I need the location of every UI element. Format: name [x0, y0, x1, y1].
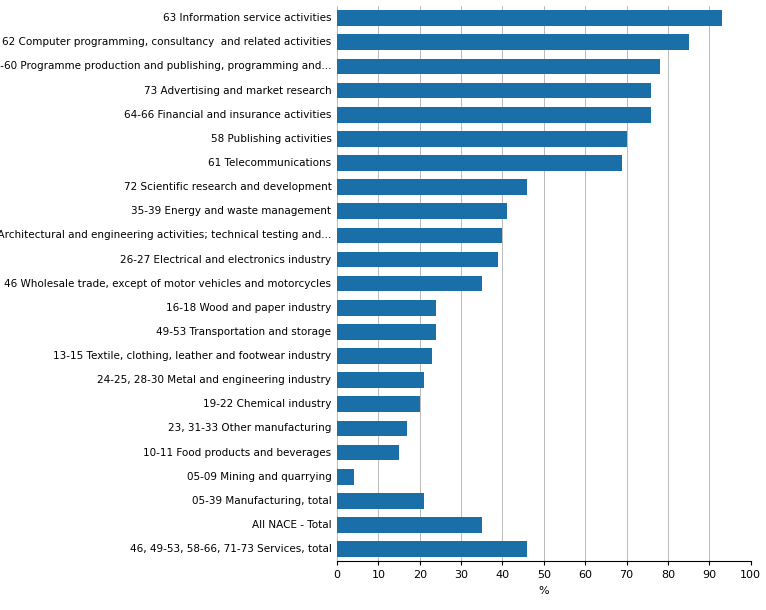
Bar: [337, 179, 527, 195]
Bar: [337, 541, 527, 557]
Bar: [337, 493, 424, 509]
Bar: [337, 252, 499, 267]
Bar: [337, 59, 660, 74]
Bar: [337, 348, 432, 364]
Bar: [337, 300, 437, 315]
Bar: [337, 10, 722, 26]
Bar: [337, 131, 627, 146]
Bar: [337, 276, 482, 292]
Bar: [337, 372, 424, 388]
Bar: [337, 469, 354, 484]
Bar: [337, 203, 506, 219]
Bar: [337, 107, 651, 123]
Bar: [337, 324, 437, 340]
Bar: [337, 445, 399, 461]
Bar: [337, 34, 689, 50]
Bar: [337, 517, 482, 533]
X-axis label: %: %: [538, 586, 549, 596]
Bar: [337, 83, 651, 98]
Bar: [337, 421, 408, 436]
Bar: [337, 228, 502, 243]
Bar: [337, 396, 420, 412]
Bar: [337, 155, 623, 171]
